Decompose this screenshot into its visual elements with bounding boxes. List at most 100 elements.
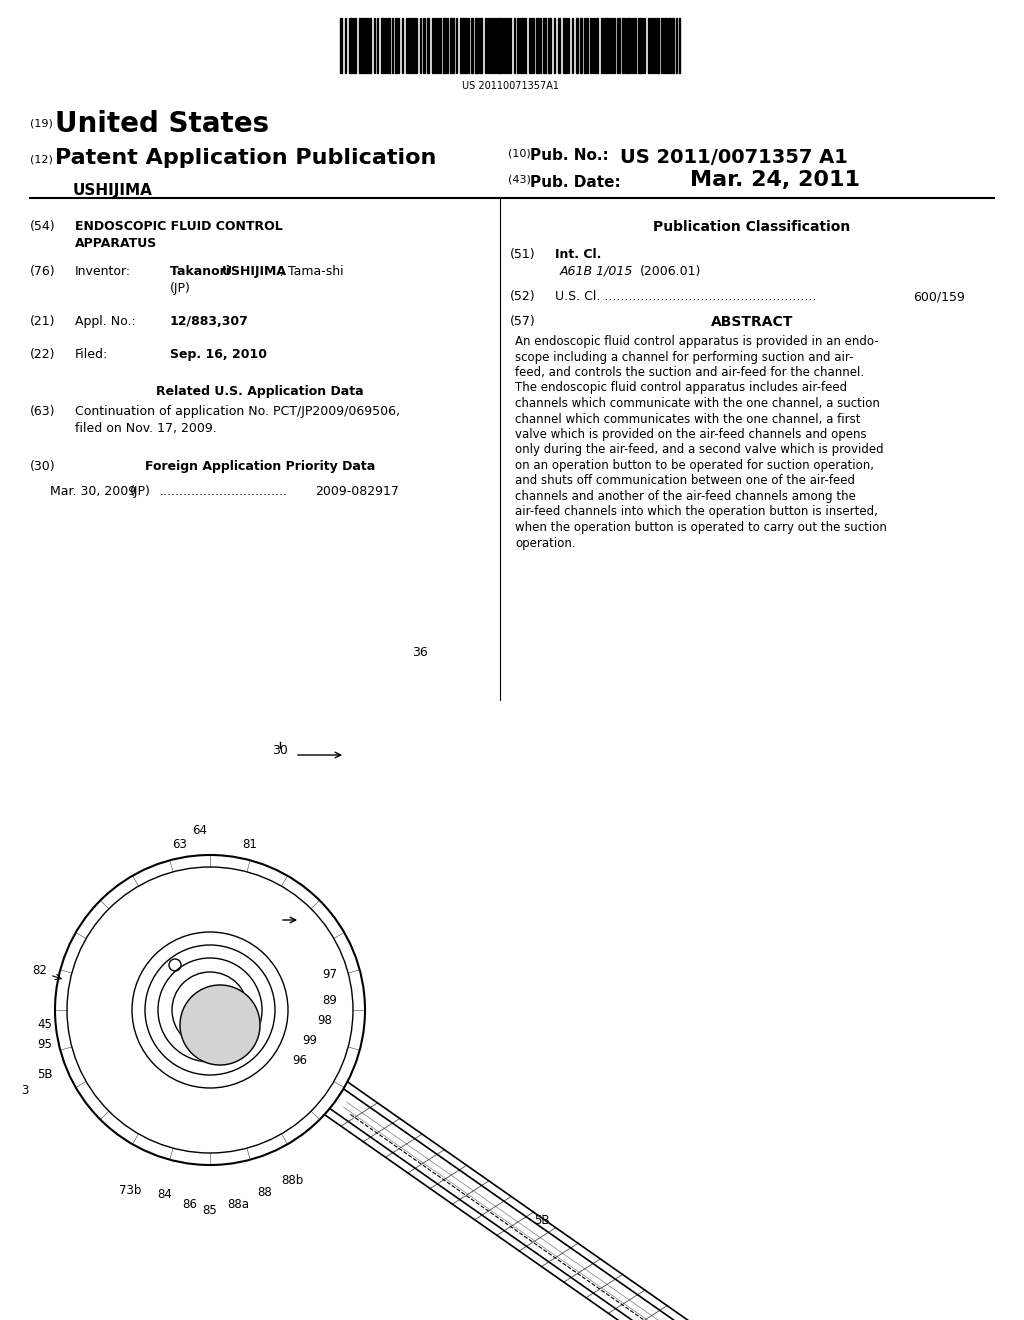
Bar [349, 18, 352, 73]
Text: (43): (43) [508, 176, 530, 185]
Text: 600/159: 600/159 [913, 290, 965, 304]
Text: (22): (22) [30, 348, 55, 360]
Text: Takanori: Takanori [170, 265, 234, 279]
Bar [548, 18, 551, 73]
Bar [388, 18, 390, 73]
Text: An endoscopic fluid control apparatus is provided in an endo-: An endoscopic fluid control apparatus is… [515, 335, 879, 348]
Text: 73b: 73b [119, 1184, 141, 1196]
Text: 86: 86 [182, 1199, 198, 1212]
Text: (54): (54) [30, 220, 55, 234]
Text: 5B: 5B [535, 1214, 550, 1226]
Bar [475, 18, 478, 73]
Bar [423, 18, 425, 73]
Text: (12): (12) [30, 154, 53, 165]
Bar [504, 18, 506, 73]
Text: U.S. Cl. .....................................................: U.S. Cl. ...............................… [555, 290, 816, 304]
Bar [575, 18, 578, 73]
Text: US 2011/0071357 A1: US 2011/0071357 A1 [620, 148, 848, 168]
Text: scope including a channel for performing suction and air-: scope including a channel for performing… [515, 351, 853, 363]
Text: (19): (19) [30, 117, 53, 128]
Bar [580, 18, 582, 73]
Text: (21): (21) [30, 315, 55, 327]
Text: Patent Application Publication: Patent Application Publication [55, 148, 436, 168]
Text: Pub. No.:: Pub. No.: [530, 148, 608, 162]
Text: Foreign Application Priority Data: Foreign Application Priority Data [144, 459, 375, 473]
Text: ABSTRACT: ABSTRACT [711, 315, 794, 329]
Bar [411, 18, 413, 73]
Text: ................................: ................................ [160, 484, 288, 498]
Bar [464, 18, 467, 73]
Text: Inventor:: Inventor: [75, 265, 131, 279]
Text: Continuation of application No. PCT/JP2009/069506,: Continuation of application No. PCT/JP20… [75, 405, 400, 418]
Text: filed on Nov. 17, 2009.: filed on Nov. 17, 2009. [75, 422, 217, 436]
Text: (76): (76) [30, 265, 55, 279]
Text: on an operation button to be operated for suction operation,: on an operation button to be operated fo… [515, 459, 874, 473]
Text: (51): (51) [510, 248, 536, 261]
Bar [452, 18, 454, 73]
Text: (2006.01): (2006.01) [640, 265, 701, 279]
Bar [395, 18, 397, 73]
Text: channel which communicates with the one channel, a first: channel which communicates with the one … [515, 412, 860, 425]
Bar [381, 18, 383, 73]
Text: 45: 45 [38, 1019, 52, 1031]
Text: 81: 81 [243, 838, 257, 851]
Text: Sep. 16, 2010: Sep. 16, 2010 [170, 348, 267, 360]
Text: (57): (57) [510, 315, 536, 327]
Text: 82: 82 [33, 964, 47, 977]
Text: only during the air-feed, and a second valve which is provided: only during the air-feed, and a second v… [515, 444, 884, 457]
Bar [622, 18, 624, 73]
Text: 97: 97 [323, 969, 338, 982]
Text: (63): (63) [30, 405, 55, 418]
Text: operation.: operation. [515, 536, 575, 549]
Bar [656, 18, 659, 73]
Bar [498, 18, 501, 73]
Text: 5B: 5B [37, 1068, 53, 1081]
Text: channels which communicate with the one channel, a suction: channels which communicate with the one … [515, 397, 880, 411]
Text: (JP): (JP) [130, 484, 151, 498]
Text: USHIJIMA: USHIJIMA [222, 265, 287, 279]
Bar [521, 18, 524, 73]
Text: 84: 84 [158, 1188, 172, 1201]
Text: 64: 64 [193, 824, 208, 837]
Text: Int. Cl.: Int. Cl. [555, 248, 601, 261]
Text: Publication Classification: Publication Classification [653, 220, 851, 234]
Bar [507, 18, 509, 73]
Text: 12/883,307: 12/883,307 [170, 315, 249, 327]
Bar [340, 18, 342, 73]
Bar [605, 18, 608, 73]
Text: 3: 3 [22, 1084, 29, 1097]
Bar [434, 18, 436, 73]
Text: 63: 63 [173, 838, 187, 851]
Text: , Tama-shi: , Tama-shi [280, 265, 344, 279]
Bar [672, 18, 674, 73]
Bar [369, 18, 371, 73]
Text: Mar. 24, 2011: Mar. 24, 2011 [690, 170, 860, 190]
Text: valve which is provided on the air-feed channels and opens: valve which is provided on the air-feed … [515, 428, 866, 441]
Text: 89: 89 [323, 994, 338, 1006]
Text: (52): (52) [510, 290, 536, 304]
Bar [408, 18, 410, 73]
Circle shape [180, 985, 260, 1065]
Text: 85: 85 [203, 1204, 217, 1217]
Bar [638, 18, 641, 73]
Text: 88: 88 [258, 1187, 272, 1200]
Bar [648, 18, 650, 73]
Text: (JP): (JP) [170, 282, 190, 294]
Bar [362, 18, 365, 73]
Text: channels and another of the air-feed channels among the: channels and another of the air-feed cha… [515, 490, 856, 503]
Text: 98: 98 [317, 1014, 333, 1027]
Bar [627, 18, 630, 73]
Text: United States: United States [55, 110, 269, 139]
Bar [437, 18, 439, 73]
Text: and shuts off communication between one of the air-feed: and shuts off communication between one … [515, 474, 855, 487]
Text: 88a: 88a [227, 1199, 249, 1212]
Text: Mar. 30, 2009: Mar. 30, 2009 [50, 484, 136, 498]
Bar [443, 18, 446, 73]
Bar [543, 18, 546, 73]
Bar [565, 18, 567, 73]
Bar [665, 18, 667, 73]
Text: 30: 30 [272, 743, 288, 756]
Text: USHIJIMA: USHIJIMA [73, 183, 153, 198]
Text: 99: 99 [302, 1034, 317, 1047]
Bar [668, 18, 671, 73]
